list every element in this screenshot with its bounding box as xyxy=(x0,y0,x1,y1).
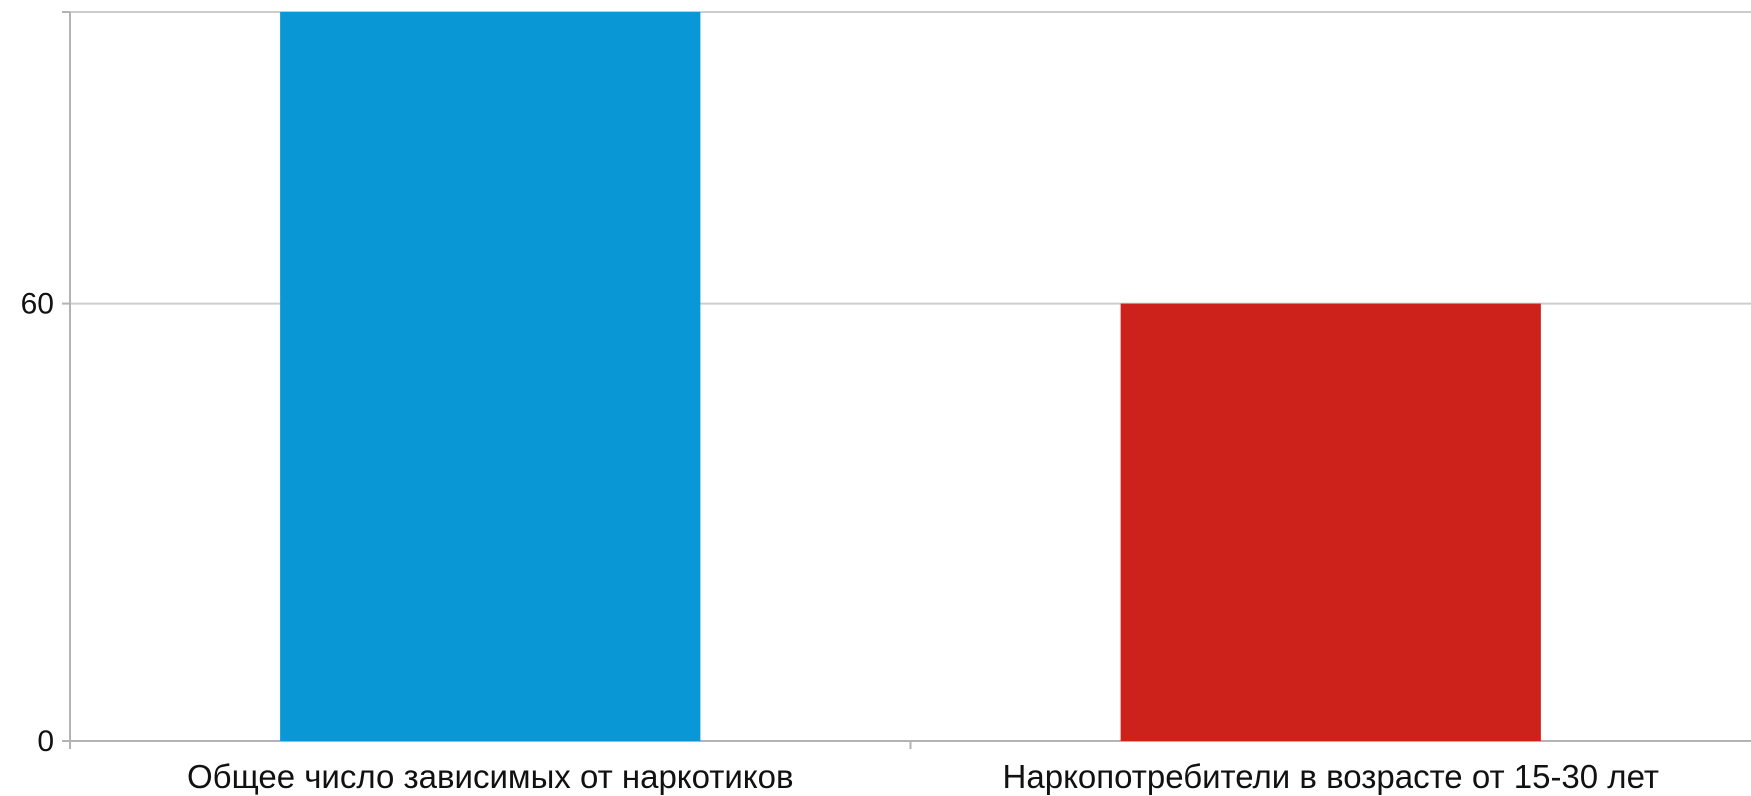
x-category-label-1: Общее число зависимых от наркотиков xyxy=(187,758,793,795)
y-tick-label-0: 0 xyxy=(37,725,54,758)
bar-1 xyxy=(280,12,701,741)
labels: 0 60 Общее число зависимых от наркотиков На… xyxy=(21,288,1659,795)
bars xyxy=(280,12,1541,741)
y-tick-label-60: 60 xyxy=(21,288,54,321)
x-category-label-2: Наркопотребители в возрасте от 15-30 лет xyxy=(1003,758,1659,795)
axes xyxy=(62,11,912,749)
bar-2 xyxy=(1120,303,1541,741)
